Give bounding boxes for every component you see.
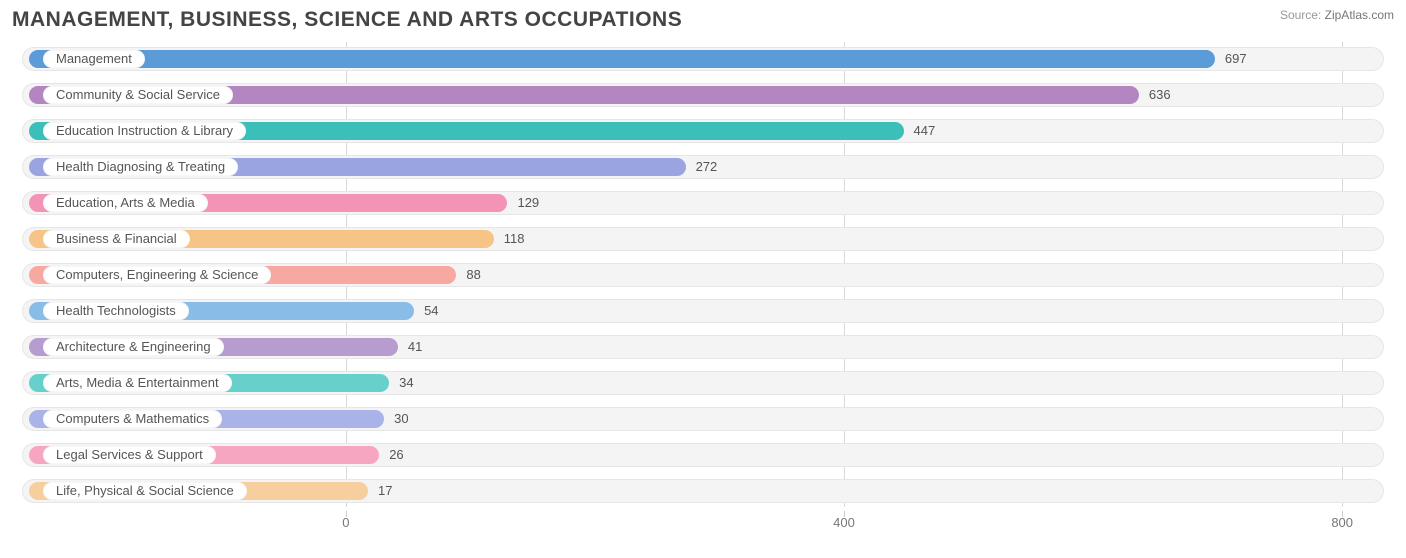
chart-header: MANAGEMENT, BUSINESS, SCIENCE AND ARTS O… [12, 8, 1394, 32]
bar-row: Computers & Mathematics 30 [22, 402, 1384, 435]
bar-row: Health Diagnosing & Treating 272 [22, 150, 1384, 183]
bar-row: Business & Financial 118 [22, 222, 1384, 255]
value-label: 30 [394, 411, 408, 426]
bar-row: Health Technologists 54 [22, 294, 1384, 327]
bar-track: Education, Arts & Media 129 [22, 191, 1384, 215]
bar-row: Arts, Media & Entertainment 34 [22, 366, 1384, 399]
value-label: 697 [1225, 51, 1247, 66]
x-axis: 0 400 800 [22, 511, 1384, 533]
value-label: 447 [914, 123, 936, 138]
bar-track: Community & Social Service 636 [22, 83, 1384, 107]
bar-track: Health Technologists 54 [22, 299, 1384, 323]
bar-track: Computers & Mathematics 30 [22, 407, 1384, 431]
value-label: 129 [517, 195, 539, 210]
bar-track: Architecture & Engineering 41 [22, 335, 1384, 359]
value-label: 41 [408, 339, 422, 354]
category-pill: Legal Services & Support [43, 446, 216, 464]
bar-row: Architecture & Engineering 41 [22, 330, 1384, 363]
axis-tick-label: 800 [1331, 515, 1353, 530]
bar-row: Education, Arts & Media 129 [22, 186, 1384, 219]
bar-row: Community & Social Service 636 [22, 78, 1384, 111]
bar-track: Computers, Engineering & Science 88 [22, 263, 1384, 287]
category-pill: Computers, Engineering & Science [43, 266, 271, 284]
value-label: 118 [504, 231, 525, 246]
axis-tick-label: 0 [342, 515, 349, 530]
bar-track: Legal Services & Support 26 [22, 443, 1384, 467]
bar-row: Education Instruction & Library 447 [22, 114, 1384, 147]
category-pill: Education, Arts & Media [43, 194, 208, 212]
value-label: 636 [1149, 87, 1171, 102]
category-pill: Arts, Media & Entertainment [43, 374, 232, 392]
category-pill: Community & Social Service [43, 86, 233, 104]
bar-row: Management 697 [22, 42, 1384, 75]
bar-track: Life, Physical & Social Science 17 [22, 479, 1384, 503]
chart-title: MANAGEMENT, BUSINESS, SCIENCE AND ARTS O… [12, 8, 682, 32]
bar-track: Education Instruction & Library 447 [22, 119, 1384, 143]
category-pill: Management [43, 50, 145, 68]
value-label: 26 [389, 447, 403, 462]
source-label: Source: [1280, 8, 1321, 22]
value-label: 54 [424, 303, 438, 318]
category-pill: Education Instruction & Library [43, 122, 246, 140]
category-pill: Architecture & Engineering [43, 338, 224, 356]
bar-row: Legal Services & Support 26 [22, 438, 1384, 471]
value-label: 34 [399, 375, 413, 390]
plot-area: Management 697 Community & Social Service 6… [22, 42, 1384, 507]
axis-tick-label: 400 [833, 515, 855, 530]
category-pill: Business & Financial [43, 230, 190, 248]
bar-row: Computers, Engineering & Science 88 [22, 258, 1384, 291]
category-pill: Health Diagnosing & Treating [43, 158, 238, 176]
bar-track: Health Diagnosing & Treating 272 [22, 155, 1384, 179]
value-label: 88 [466, 267, 480, 282]
value-label: 17 [378, 483, 392, 498]
bar-row: Life, Physical & Social Science 17 [22, 474, 1384, 507]
bar-track: Business & Financial 118 [22, 227, 1384, 251]
bar [29, 50, 1215, 68]
category-pill: Life, Physical & Social Science [43, 482, 247, 500]
bar-track: Arts, Media & Entertainment 34 [22, 371, 1384, 395]
chart-area: Management 697 Community & Social Service 6… [12, 42, 1394, 533]
category-pill: Health Technologists [43, 302, 189, 320]
bar-track: Management 697 [22, 47, 1384, 71]
category-pill: Computers & Mathematics [43, 410, 222, 428]
source-site: ZipAtlas.com [1325, 8, 1394, 22]
bar-rows: Management 697 Community & Social Service 6… [22, 42, 1384, 507]
value-label: 272 [696, 159, 718, 174]
source-attribution: Source: ZipAtlas.com [1280, 8, 1394, 24]
